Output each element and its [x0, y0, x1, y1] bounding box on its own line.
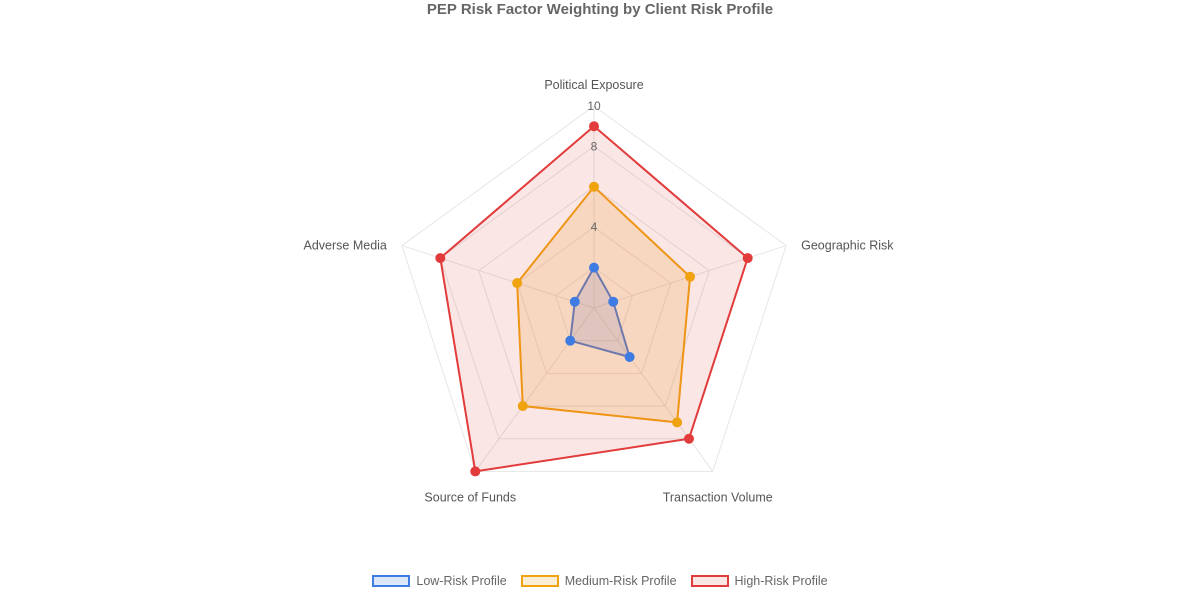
radar-grid [401, 105, 787, 472]
data-point-high-risk-transaction-volume [683, 433, 694, 444]
series-area-medium-risk [516, 185, 692, 424]
grid-spoke-adverse-media [401, 245, 595, 309]
radar-series [435, 121, 753, 477]
data-point-high-risk-political-exposure [589, 121, 599, 132]
data-point-medium-risk-adverse-media [512, 278, 523, 289]
grid-ring-4 [516, 226, 672, 374]
legend: Low-Risk Profile Medium-Risk Profile Hig… [0, 574, 1200, 588]
data-point-low-risk-source-of-funds [565, 335, 576, 346]
data-point-medium-risk-transaction-volume [672, 417, 683, 428]
axis-label-political-exposure: Political Exposure [544, 78, 643, 92]
grid-spoke-transaction-volume [593, 307, 714, 472]
axis-label-transaction-volume: Transaction Volume [663, 490, 773, 504]
grid-spoke-source-of-funds [474, 307, 595, 472]
legend-swatch-high-risk [690, 575, 729, 587]
grid-ring-8 [439, 145, 749, 440]
data-point-high-risk-source-of-funds [470, 466, 481, 477]
series-area-high-risk [439, 124, 749, 473]
legend-swatch-low-risk [372, 575, 411, 587]
legend-swatch-medium-risk [520, 575, 559, 587]
axis-label-adverse-media: Adverse Media [304, 239, 387, 253]
data-point-low-risk-geographic-risk [608, 296, 619, 307]
data-point-low-risk-political-exposure [589, 262, 599, 273]
data-point-medium-risk-political-exposure [589, 181, 599, 192]
legend-item-medium-risk[interactable]: Medium-Risk Profile [520, 574, 677, 588]
axis-label-source-of-funds: Source of Funds [424, 490, 516, 504]
legend-item-low-risk[interactable]: Low-Risk Profile [372, 574, 507, 588]
legend-label-high-risk: High-Risk Profile [734, 574, 828, 588]
data-point-high-risk-adverse-media [435, 253, 446, 264]
data-point-medium-risk-geographic-risk [685, 271, 696, 282]
tick-label-4: 4 [591, 220, 598, 234]
data-point-low-risk-adverse-media [569, 296, 580, 307]
legend-label-medium-risk: Medium-Risk Profile [564, 574, 677, 588]
axis-label-geographic-risk: Geographic Risk [801, 239, 894, 253]
data-point-high-risk-geographic-risk [742, 253, 753, 264]
tick-label-10: 10 [587, 99, 601, 113]
series-area-low-risk [569, 265, 632, 359]
tick-label-8: 8 [591, 139, 598, 153]
data-point-low-risk-transaction-volume [624, 352, 635, 363]
grid-ring-6 [478, 186, 710, 407]
grid-ring-2 [554, 266, 634, 342]
data-point-medium-risk-source-of-funds [517, 401, 528, 412]
grid-ring-10 [401, 105, 787, 472]
legend-label-low-risk: Low-Risk Profile [416, 574, 507, 588]
radar-labels: 4 8 10 Political Exposure Geographic Risk Tra… [304, 78, 895, 504]
legend-item-high-risk[interactable]: High-Risk Profile [690, 574, 828, 588]
chart-title: PEP Risk Factor Weighting by Client Risk… [426, 1, 774, 18]
